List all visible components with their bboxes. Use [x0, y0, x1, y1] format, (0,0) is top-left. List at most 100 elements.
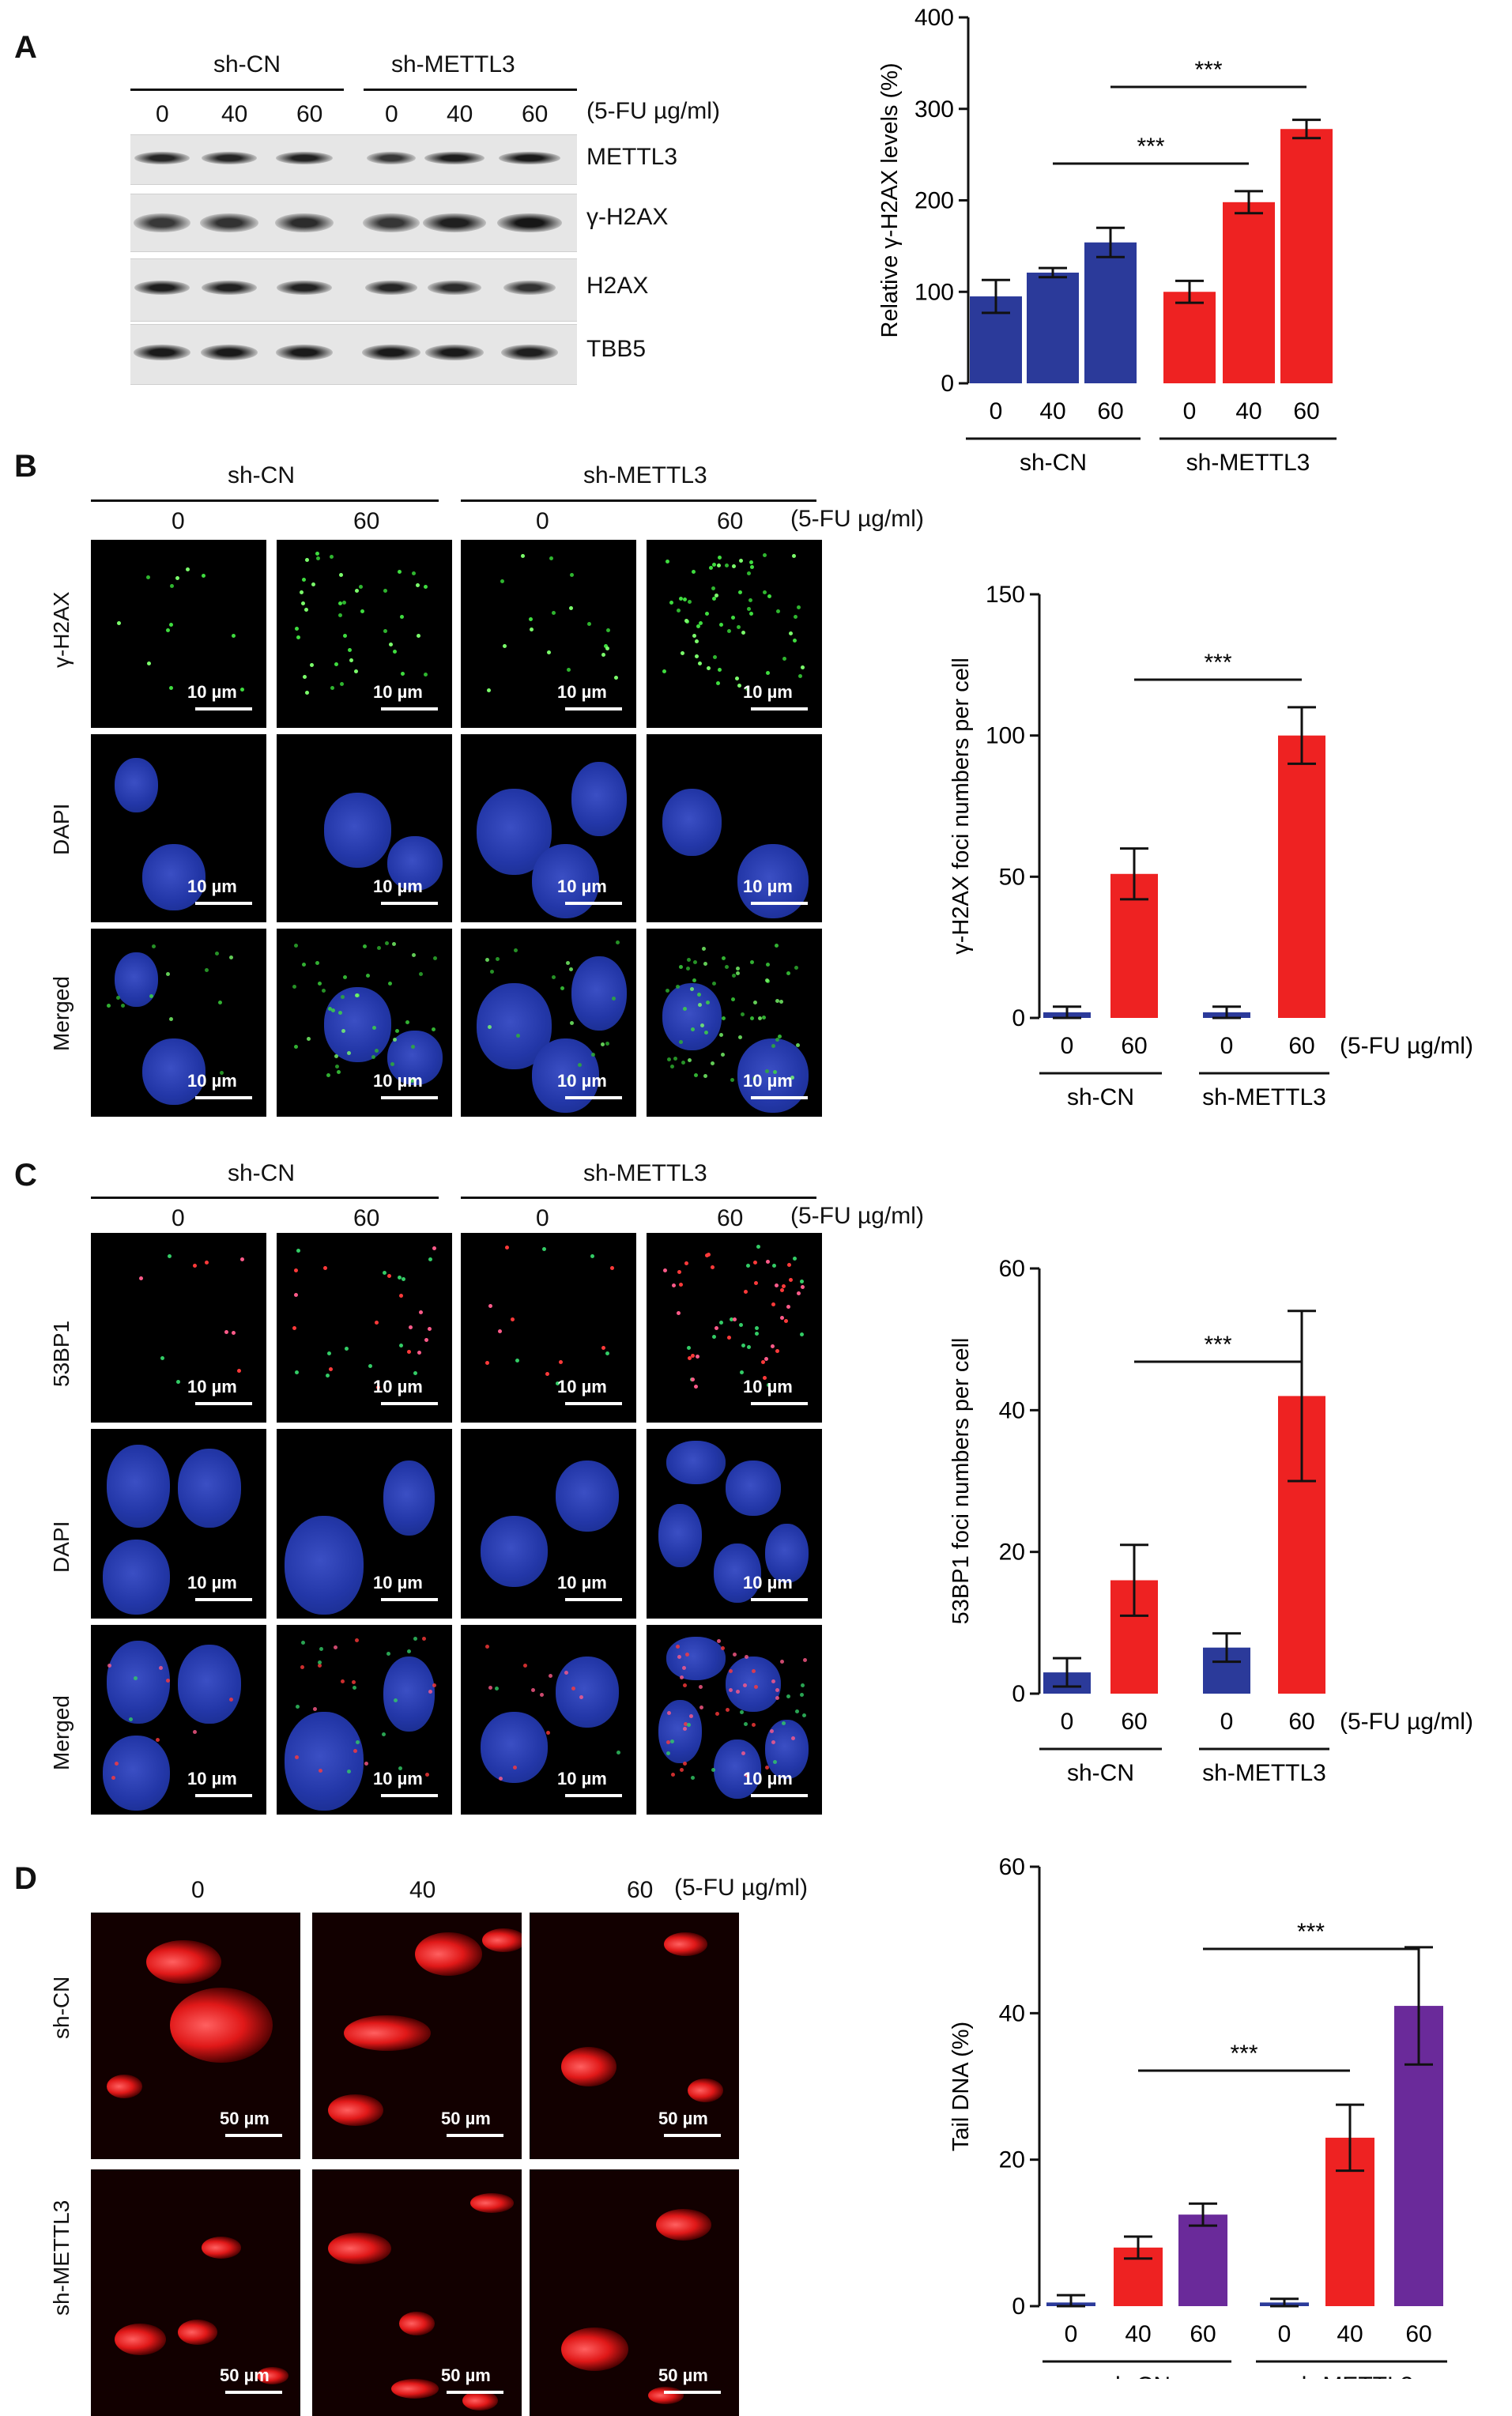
focus-dot [700, 1023, 704, 1027]
focus-dot [294, 1268, 298, 1272]
focus-dot [794, 615, 797, 619]
focus-dot [712, 563, 716, 567]
focus-dot [711, 1768, 715, 1772]
comet-treatment-label: (5-FU µg/ml) [674, 1875, 808, 1901]
focus-dot [666, 1740, 670, 1744]
focus-dot [488, 1686, 492, 1690]
focus-dot [542, 1247, 546, 1251]
blot-band [200, 213, 258, 232]
blot-band [134, 345, 190, 360]
blot-band [425, 345, 484, 360]
focus-dot [738, 590, 742, 594]
comet-image: 50 µm [312, 2169, 522, 2416]
nucleus [726, 1461, 781, 1516]
focus-dot [683, 1727, 687, 1731]
nucleus [658, 1504, 702, 1567]
focus-dot [800, 1280, 804, 1283]
x-tick-label: 60 [1288, 1033, 1314, 1059]
comet-spot [561, 2327, 628, 2371]
focus-dot [745, 1773, 748, 1777]
y-tick-label: 20 [999, 2147, 1025, 2173]
focus-dot [789, 1278, 793, 1282]
comet-spot [115, 2324, 166, 2355]
comet-spot [561, 2047, 616, 2086]
focus-dot [296, 635, 300, 639]
focus-dot [355, 1638, 359, 1642]
scale-bar [447, 2391, 503, 2394]
nucleus [383, 1657, 435, 1732]
scale-bar [565, 1598, 622, 1601]
focus-dot [688, 1356, 692, 1360]
blot-band [134, 152, 190, 164]
focus-dot [679, 1040, 683, 1044]
focus-dot [687, 958, 691, 962]
focus-dot [794, 966, 798, 970]
focus-dot [754, 1281, 758, 1285]
nucleus [142, 843, 205, 911]
scale-bar [751, 707, 808, 710]
nucleus [662, 789, 722, 856]
x-tick-label: 60 [1121, 1709, 1147, 1735]
focus-dot [736, 967, 740, 971]
focus-dot [698, 661, 702, 665]
focus-dot [711, 1061, 715, 1065]
focus-dot [775, 1349, 779, 1353]
focus-dot [743, 1683, 747, 1687]
focus-dot [295, 1755, 299, 1759]
focus-dot [303, 675, 307, 679]
nucleus [142, 1038, 205, 1106]
focus-dot [186, 567, 190, 571]
image-row-label: 53BP1 [49, 1320, 74, 1387]
comet-spot [415, 1932, 482, 1976]
focus-dot [409, 1325, 413, 1329]
focus-dot [780, 1288, 784, 1292]
focus-dot [771, 1679, 775, 1683]
focus-dot [296, 1705, 300, 1709]
focus-dot [348, 648, 352, 652]
y-axis-label: Tail DNA (%) [948, 2022, 974, 2151]
focus-dot [387, 1274, 391, 1278]
comet-dose-label: 0 [191, 1877, 205, 1903]
focus-dot [503, 644, 507, 648]
focus-dot [343, 975, 347, 979]
nucleus [765, 1524, 809, 1583]
bar [1027, 272, 1079, 383]
focus-dot [338, 601, 342, 605]
focus-dot [116, 996, 120, 1000]
significance-label: *** [1204, 1332, 1231, 1358]
nucleus [324, 793, 391, 868]
focus-dot [338, 1011, 342, 1015]
focus-dot [514, 948, 518, 952]
focus-dot [741, 1012, 745, 1016]
focus-dot [712, 1335, 716, 1339]
focus-dot [323, 1266, 327, 1270]
focus-dot [386, 1652, 390, 1656]
comet-spot [146, 1940, 221, 1984]
focus-dot [612, 997, 616, 1001]
focus-dot [697, 993, 701, 997]
focus-dot [793, 639, 797, 643]
focus-dot [616, 1751, 620, 1755]
scale-bar [225, 2391, 282, 2394]
focus-dot [160, 1356, 164, 1360]
focus-dot [392, 942, 396, 946]
focus-dot [545, 1372, 549, 1376]
scale-bar [664, 2391, 721, 2394]
comet-spot [470, 2193, 514, 2213]
scale-bar [565, 1096, 622, 1099]
comet-spot [170, 1988, 273, 2063]
focus-dot [240, 688, 244, 692]
focus-dot [432, 1027, 436, 1031]
focus-dot [614, 676, 618, 680]
nucleus [107, 1445, 170, 1528]
comet-spot [648, 2387, 684, 2404]
scale-label: 10 µm [743, 1377, 793, 1396]
panel-letter-c: C [14, 1158, 37, 1193]
focus-dot [488, 1304, 492, 1308]
blot-band [275, 213, 334, 232]
focus-dot [428, 1257, 432, 1261]
y-tick-label: 400 [914, 5, 954, 31]
blot-band [423, 213, 486, 232]
focus-dot [601, 653, 605, 657]
focus-dot [355, 589, 359, 593]
